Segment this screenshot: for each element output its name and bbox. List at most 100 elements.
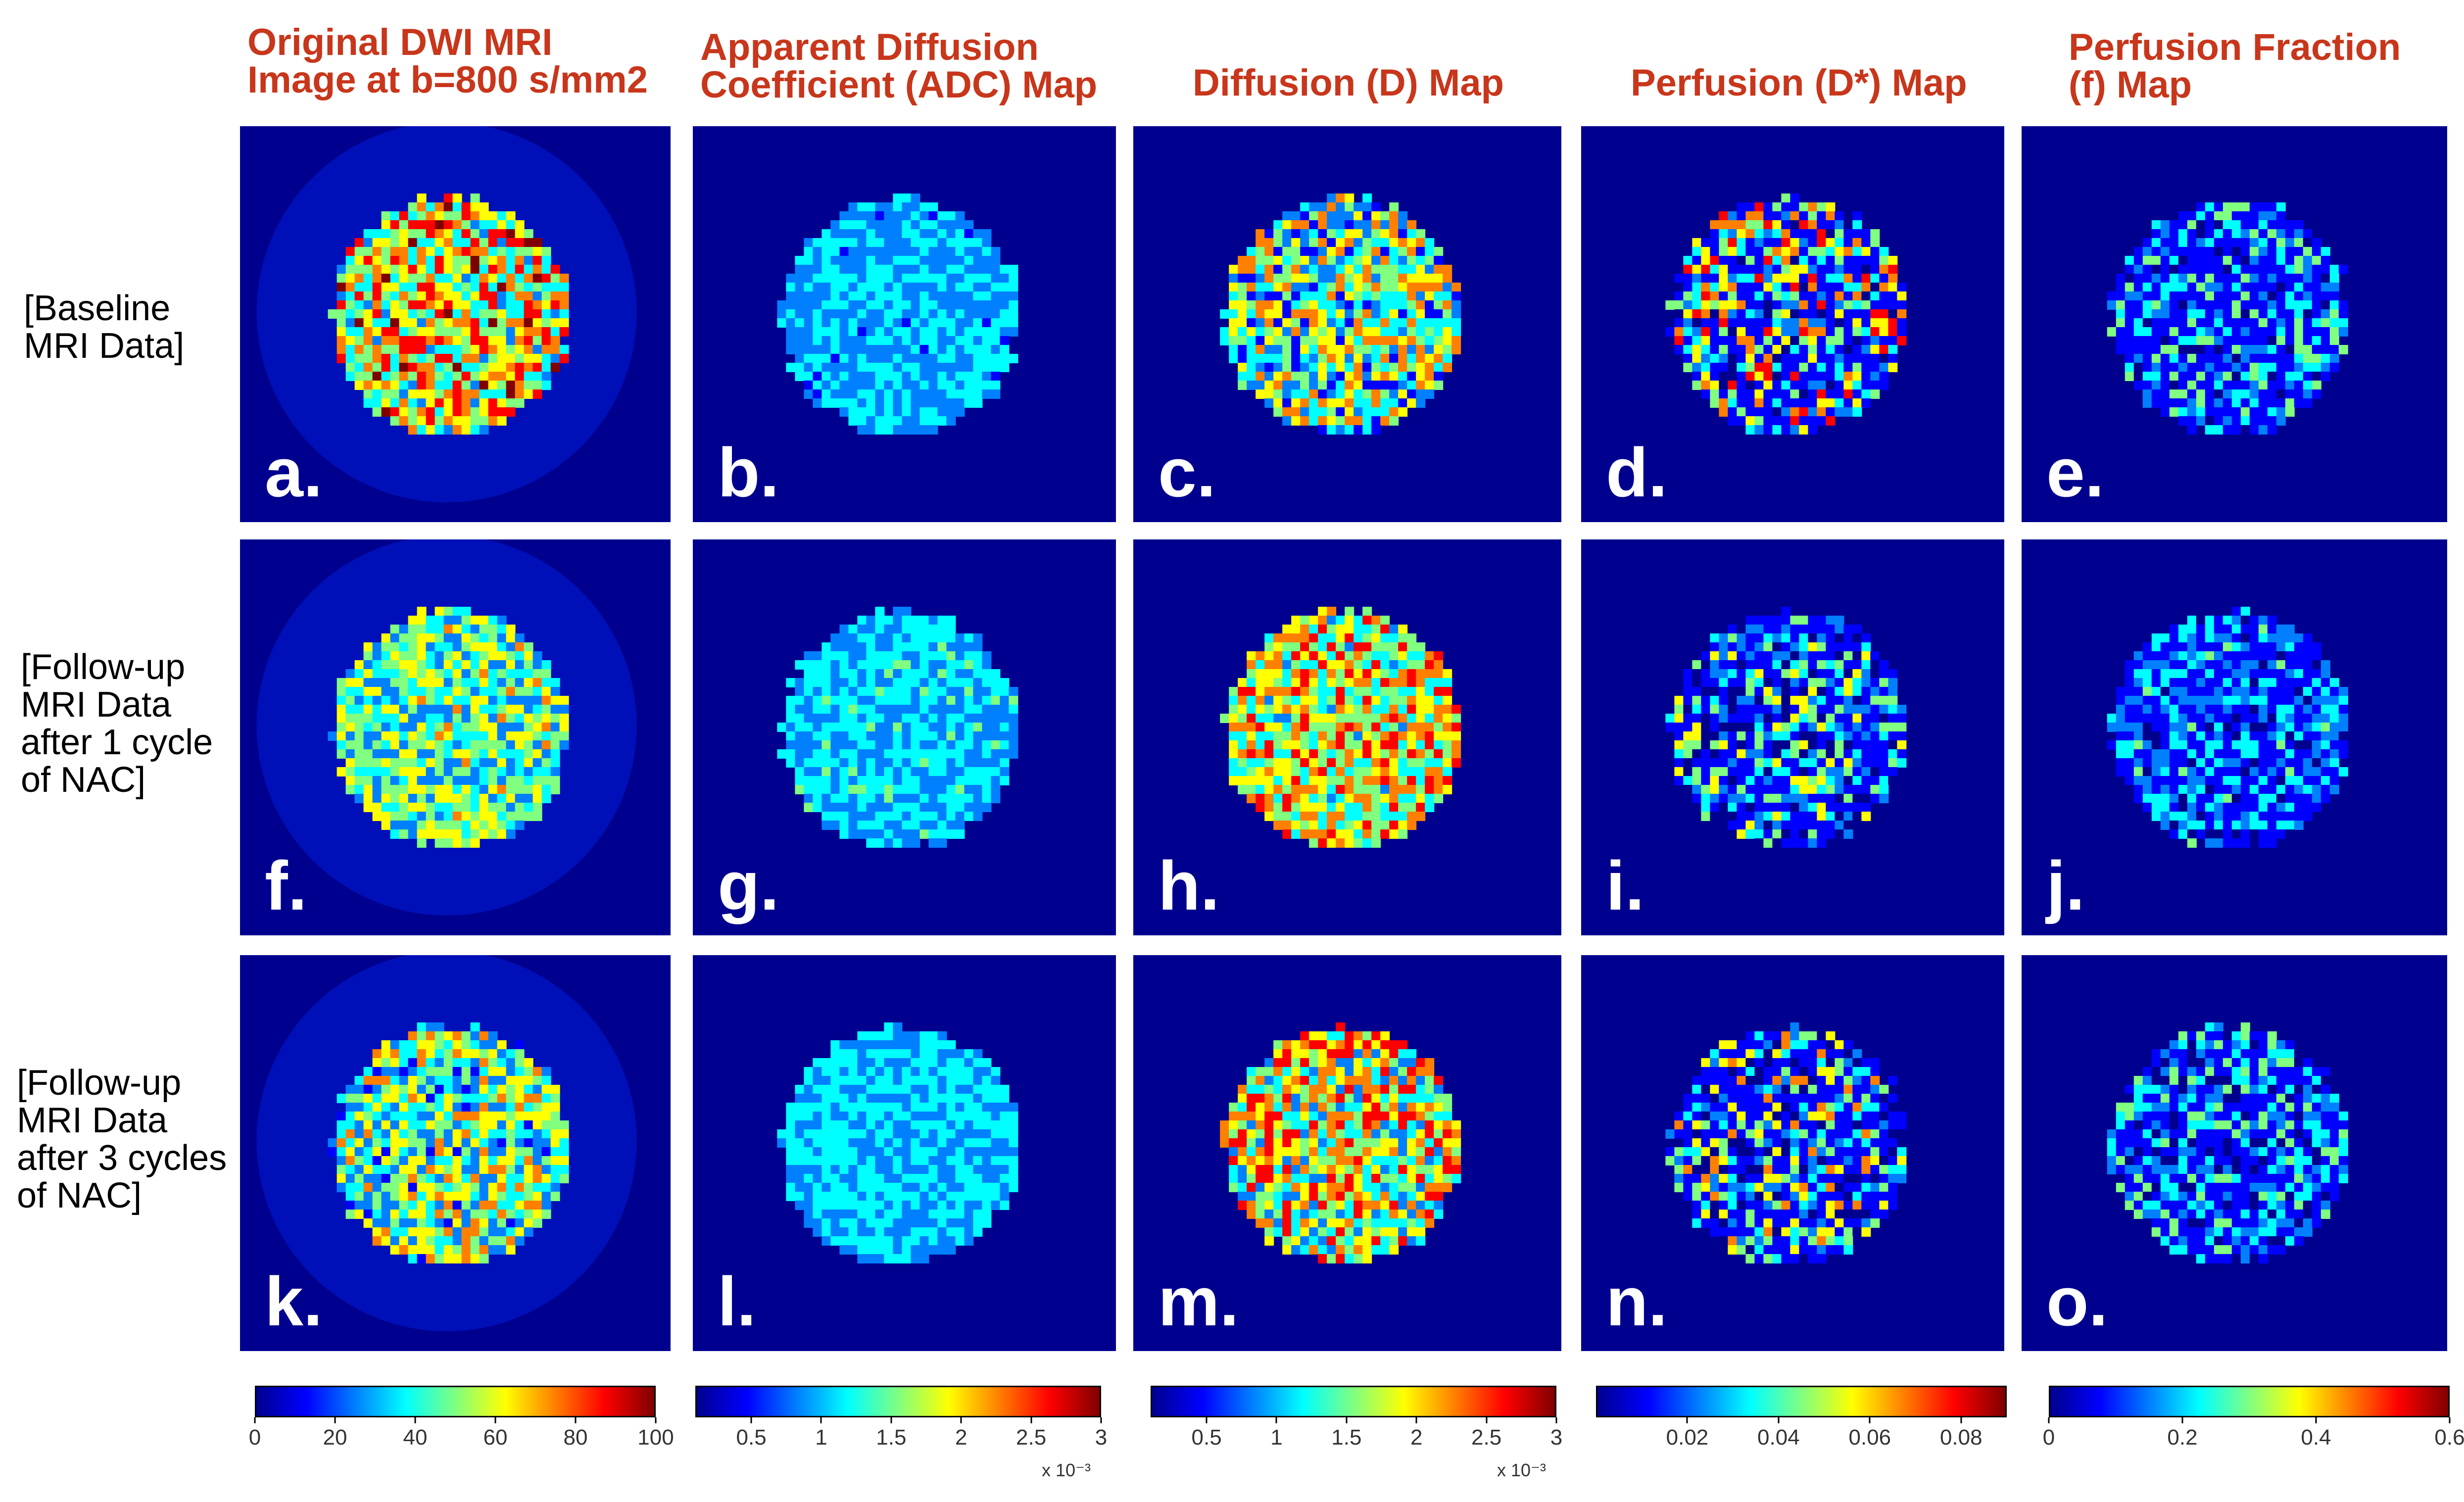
colorbar-tick-label: 0.5 — [1191, 1425, 1222, 1450]
mri-map-image — [1220, 194, 1461, 435]
row-label-line: MRI Data — [17, 1101, 168, 1140]
mri-panel-d: d. — [1581, 126, 2004, 522]
mri-map-image — [256, 955, 637, 1331]
colorbar-tickmark — [334, 1417, 336, 1423]
colorbar-tick-label: 3 — [1095, 1425, 1108, 1450]
panel-letter: a. — [265, 434, 323, 511]
column-title-perfusion-fraction: Perfusion Fraction (f) Map — [2069, 29, 2401, 104]
mri-panel-c: c. — [1133, 126, 1561, 522]
mri-panel-g: g. — [693, 539, 1116, 935]
column-title-line2: (f) Map — [2069, 64, 2192, 106]
panel-letter: g. — [718, 847, 779, 924]
colorbar-tick-label: 100 — [637, 1425, 674, 1450]
colorbar-tickmark — [1960, 1417, 1962, 1423]
mri-map-image — [2107, 607, 2348, 848]
row-label-line: of NAC] — [21, 760, 146, 800]
colorbar-tickmark — [575, 1417, 577, 1423]
colorbar-tick-label: 40 — [403, 1425, 428, 1450]
mri-panel-k: k. — [240, 955, 671, 1351]
colorbar-tickmark — [1346, 1417, 1348, 1423]
mri-panel-e: e. — [2022, 126, 2447, 522]
mri-map-image — [1220, 1022, 1461, 1263]
colorbar-0 — [255, 1386, 656, 1417]
mri-map-image — [2107, 1022, 2348, 1263]
panel-letter: d. — [1606, 434, 1668, 511]
colorbar-tickmark — [655, 1417, 657, 1423]
panel-letter: l. — [718, 1262, 756, 1340]
colorbar-tick-label: 1.5 — [1331, 1425, 1362, 1450]
panel-letter: b. — [718, 434, 779, 511]
mri-map-image — [1665, 1022, 1907, 1263]
column-title-line1: Apparent Diffusion — [700, 26, 1039, 68]
colorbar-tickmark — [1555, 1417, 1557, 1423]
colorbar-tick-label: 60 — [483, 1425, 508, 1450]
panel-letter: i. — [1606, 847, 1644, 924]
colorbar-tickmark — [1778, 1417, 1780, 1423]
mri-panel-n: n. — [1581, 955, 2004, 1351]
mri-panel-i: i. — [1581, 539, 2004, 935]
colorbar-tick-label: 0.6 — [2434, 1425, 2464, 1450]
row-label-baseline: [Baseline MRI Data] — [24, 290, 184, 365]
colorbar-tickmark — [1100, 1417, 1102, 1423]
colorbar-tick-label: 0.02 — [1666, 1425, 1709, 1450]
row-label-followup-1: [Follow-up MRI Data after 1 cycle of NAC… — [21, 648, 213, 799]
row-label-line: of NAC] — [17, 1176, 142, 1215]
panel-letter: e. — [2046, 434, 2104, 511]
colorbar-tick-label: 0.4 — [2301, 1425, 2331, 1450]
mri-panel-b: b. — [693, 126, 1116, 522]
mri-panel-a: a. — [240, 126, 671, 522]
column-title-adc: Apparent Diffusion Coefficient (ADC) Map — [700, 29, 1097, 104]
panel-letter: h. — [1158, 847, 1220, 924]
colorbar-tick-label: 0.06 — [1848, 1425, 1891, 1450]
colorbar-tickmark — [414, 1417, 416, 1423]
colorbar-tick-label: 2 — [955, 1425, 967, 1450]
colorbar-tickmark — [1486, 1417, 1488, 1423]
colorbar-tick-label: 2.5 — [1016, 1425, 1047, 1450]
colorbar-tick-label: 80 — [563, 1425, 588, 1450]
column-title-line1: Diffusion (D) Map — [1193, 62, 1504, 104]
row-label-line: [Follow-up — [17, 1063, 182, 1103]
mri-panel-f: f. — [240, 539, 671, 935]
mri-map-image — [777, 607, 1018, 848]
panel-letter: f. — [265, 847, 307, 924]
panel-letter: m. — [1158, 1262, 1239, 1340]
column-title-diffusion: Diffusion (D) Map — [1193, 64, 1504, 102]
mri-panel-o: o. — [2022, 955, 2447, 1351]
panel-letter: o. — [2046, 1262, 2108, 1340]
colorbar-tickmark — [960, 1417, 962, 1423]
mri-map-image — [777, 194, 1018, 435]
mri-map-image — [1220, 607, 1461, 848]
column-title-line2: Coefficient (ADC) Map — [700, 64, 1098, 106]
row-label-line: [Follow-up — [21, 647, 186, 687]
colorbar-tickmark — [1030, 1417, 1032, 1423]
colorbar-tickmark — [750, 1417, 752, 1423]
colorbar-tickmark — [2048, 1417, 2050, 1423]
mri-panel-j: j. — [2022, 539, 2447, 935]
colorbar-exponent: x 10⁻³ — [1497, 1460, 1546, 1480]
mri-panel-h: h. — [1133, 539, 1561, 935]
row-label-followup-3: [Follow-up MRI Data after 3 cycles of NA… — [17, 1064, 227, 1214]
row-label-line: [Baseline — [24, 289, 171, 328]
colorbar-tick-label: 2 — [1410, 1425, 1423, 1450]
colorbar-tick-label: 3 — [1550, 1425, 1563, 1450]
panel-letter: c. — [1158, 434, 1216, 511]
colorbar-tickmark — [1206, 1417, 1208, 1423]
row-label-line: after 3 cycles — [17, 1138, 227, 1178]
colorbar-4 — [2049, 1386, 2450, 1417]
colorbar-tick-label: 0.2 — [2167, 1425, 2198, 1450]
colorbar-tick-label: 1 — [1270, 1425, 1283, 1450]
colorbar-tickmark — [1415, 1417, 1417, 1423]
column-title-dwi: Original DWI MRI Image at b=800 s/mm2 — [247, 24, 648, 99]
colorbar-tick-label: 2.5 — [1471, 1425, 1502, 1450]
column-title-line1: Perfusion Fraction — [2069, 26, 2401, 68]
colorbar-tickmark — [494, 1417, 496, 1423]
colorbar-tick-label: 20 — [323, 1425, 347, 1450]
colorbar-tickmark — [1275, 1417, 1277, 1423]
mri-map-image — [256, 539, 637, 916]
mri-map-image — [1665, 194, 1907, 435]
colorbar-tick-label: 0.5 — [736, 1425, 767, 1450]
panel-letter: n. — [1606, 1262, 1668, 1340]
panel-letter: k. — [265, 1262, 323, 1340]
colorbar-tick-label: 0 — [248, 1425, 261, 1450]
mri-map-image — [256, 126, 637, 502]
